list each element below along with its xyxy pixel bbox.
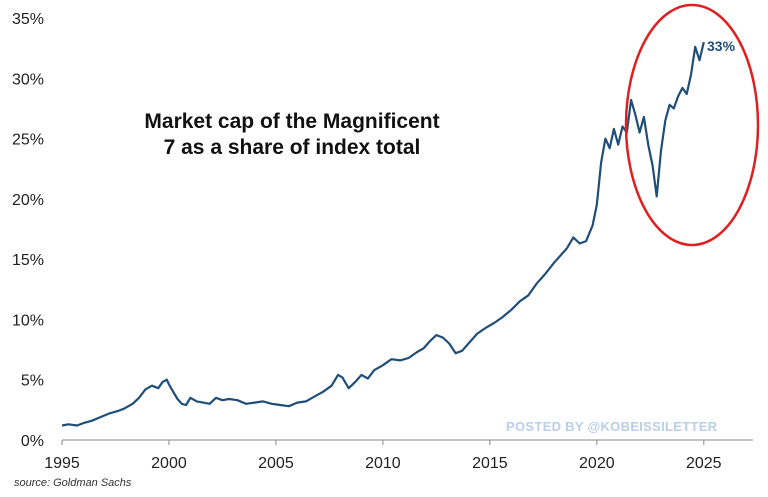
- y-axis-ticks: 0% 5% 10% 15% 20% 25% 30% 35%: [12, 11, 44, 450]
- x-axis-ticks: 1995 2000 2005 2010 2015 2020 2025: [44, 440, 722, 472]
- watermark-text: POSTED BY @KOBEISSILETTER: [506, 419, 718, 434]
- x-tick-label: 2015: [472, 455, 508, 472]
- y-tick-label: 25%: [12, 132, 44, 149]
- y-tick-label: 15%: [12, 252, 44, 269]
- x-tick-label: 2025: [686, 455, 722, 472]
- series-line: [61, 41, 705, 427]
- x-tick-label: 2005: [258, 455, 294, 472]
- x-tick-label: 2010: [365, 455, 401, 472]
- chart-title-line-1: Market cap of the Magnificent: [144, 110, 439, 133]
- y-tick-label: 0%: [21, 433, 44, 450]
- chart-title-line-2: 7 as a share of index total: [164, 136, 421, 159]
- x-tick-label: 2020: [579, 455, 615, 472]
- y-tick-label: 20%: [12, 192, 44, 209]
- y-tick-label: 30%: [12, 71, 44, 88]
- x-tick-label: 2000: [151, 455, 187, 472]
- y-tick-label: 10%: [12, 312, 44, 329]
- y-tick-label: 35%: [12, 11, 44, 28]
- end-value-label: 33%: [707, 38, 736, 54]
- y-tick-label: 5%: [21, 373, 44, 390]
- x-tick-label: 1995: [44, 455, 80, 472]
- highlight-ellipse: [624, 3, 760, 247]
- source-note: source: Goldman Sachs: [14, 477, 132, 489]
